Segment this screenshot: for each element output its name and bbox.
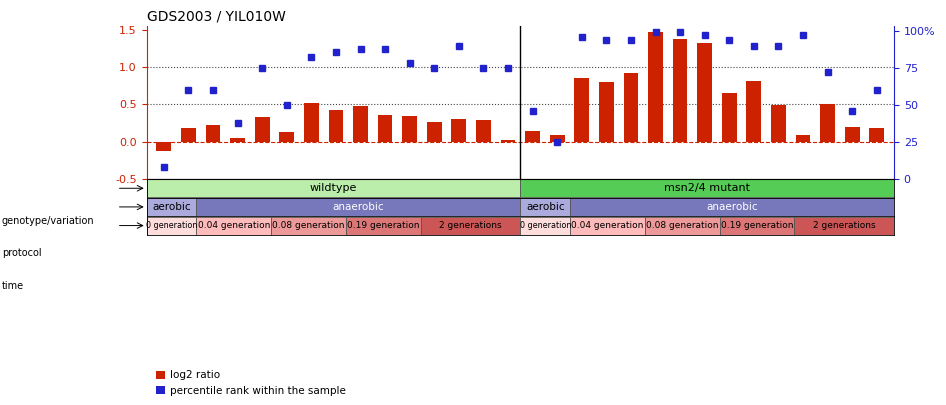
Text: 0.19 generation: 0.19 generation [721,221,793,230]
Bar [427,122,442,142]
Legend: log2 ratio, percentile rank within the sample: log2 ratio, percentile rank within the s… [152,366,350,400]
Text: 0 generation: 0 generation [519,221,570,230]
Bar [673,39,688,142]
Text: msn2/4 mutant: msn2/4 mutant [664,183,750,193]
Bar [500,140,516,142]
Bar [525,131,540,142]
Bar [476,120,491,142]
Bar [599,82,614,142]
Bar [197,217,272,234]
Bar [279,132,294,142]
Text: anaerobic: anaerobic [333,202,384,212]
Bar [346,217,421,234]
Bar [520,179,894,197]
Bar [451,119,466,142]
Bar [147,179,520,197]
Bar [156,142,171,151]
Bar [181,128,196,142]
Text: 0.04 generation: 0.04 generation [571,221,643,230]
Text: wildtype: wildtype [309,183,358,193]
Bar [648,32,663,142]
Text: 2 generations: 2 generations [813,221,875,230]
Bar [570,217,645,234]
Text: 0.08 generation: 0.08 generation [272,221,344,230]
Bar [147,198,197,216]
Bar [254,117,270,142]
Bar [230,138,245,142]
Text: time: time [2,281,24,290]
Bar [722,93,737,142]
Bar [304,103,319,142]
Text: anaerobic: anaerobic [707,202,758,212]
Text: aerobic: aerobic [152,202,191,212]
Bar [421,217,520,234]
Bar [377,115,393,142]
Bar [795,217,894,234]
Text: 2 generations: 2 generations [439,221,501,230]
Bar [720,217,795,234]
Text: 0.04 generation: 0.04 generation [198,221,270,230]
Bar [574,79,589,142]
Bar [402,116,417,142]
Text: aerobic: aerobic [526,202,565,212]
Bar [645,217,720,234]
Bar [845,127,860,142]
Bar [147,217,197,234]
Bar [520,198,570,216]
Bar [570,198,894,216]
Bar [820,104,835,142]
Bar [623,73,639,142]
Bar [520,217,570,234]
Text: genotype/variation: genotype/variation [2,216,95,226]
Bar [328,111,343,142]
Bar [746,81,762,142]
Text: 0 generation: 0 generation [146,221,197,230]
Bar [353,106,368,142]
Bar [796,135,811,142]
Bar [205,125,220,142]
Bar [272,217,346,234]
Bar [197,198,520,216]
Bar [869,128,885,142]
Text: GDS2003 / YIL010W: GDS2003 / YIL010W [147,10,286,24]
Text: 0.19 generation: 0.19 generation [347,221,419,230]
Text: protocol: protocol [2,248,42,258]
Bar [550,135,565,142]
Text: 0.08 generation: 0.08 generation [646,221,718,230]
Bar [771,105,786,142]
Bar [697,43,712,142]
